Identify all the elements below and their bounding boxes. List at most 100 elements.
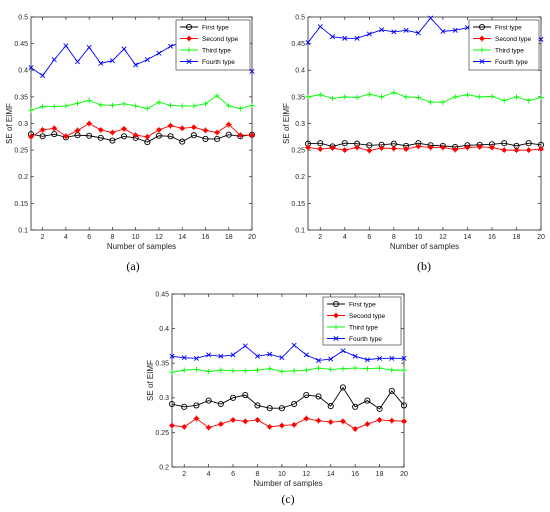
data-point-rays	[315, 417, 322, 424]
data-point	[378, 94, 385, 100]
data-point-rays	[452, 146, 459, 153]
data-point-rays	[167, 122, 174, 129]
data-point	[97, 134, 104, 141]
data-point	[167, 133, 174, 140]
data-point	[364, 357, 370, 363]
data-point	[190, 124, 197, 131]
series-line	[307, 142, 542, 148]
data-point	[427, 144, 434, 151]
x-tick-label: 12	[439, 234, 447, 241]
data-point	[144, 133, 151, 140]
y-tick-label: 0.45	[155, 291, 169, 298]
data-point	[218, 353, 224, 359]
data-point-rays	[525, 147, 532, 154]
data-point	[340, 348, 346, 354]
data-point	[305, 144, 311, 151]
data-point-rays	[97, 126, 104, 133]
data-point	[291, 400, 298, 408]
data-point	[214, 135, 221, 142]
data-point	[340, 366, 346, 372]
data-point	[376, 405, 383, 412]
data-point	[513, 147, 520, 154]
figure-caption: (b)	[417, 259, 431, 273]
data-point-rays	[155, 126, 162, 133]
data-point	[279, 355, 285, 361]
data-point-rays	[327, 419, 334, 426]
data-point-rays	[249, 132, 255, 139]
x-tick-label: 16	[351, 471, 359, 478]
data-point	[214, 129, 221, 136]
data-point-rays	[190, 124, 197, 131]
x-tick-label: 10	[132, 234, 140, 241]
data-point	[205, 424, 212, 431]
legend-entry: Fourth type	[202, 59, 235, 66]
legend-box	[322, 296, 402, 346]
data-point-rays	[339, 418, 346, 425]
data-point	[379, 27, 385, 33]
data-point-rays	[217, 421, 224, 428]
data-point	[317, 24, 323, 30]
x-tick-label: 10	[278, 471, 286, 478]
data-point	[237, 105, 243, 112]
data-point	[526, 98, 532, 104]
data-point	[352, 425, 359, 432]
data-point	[464, 144, 471, 151]
data-point	[242, 391, 249, 399]
legend-entry: First type	[495, 24, 522, 31]
data-point	[329, 95, 336, 102]
data-point-rays	[364, 421, 371, 428]
data-point-rays	[376, 416, 383, 423]
data-point-rays	[427, 144, 434, 151]
data-point	[401, 418, 407, 425]
x-tick-label: 18	[225, 234, 233, 241]
x-tick-label: 8	[256, 471, 260, 478]
data-point	[388, 417, 395, 424]
data-point-rays	[278, 422, 285, 429]
y-tick-label: 0.35	[14, 94, 28, 101]
data-point-rays	[230, 416, 237, 423]
x-tick-label: 6	[367, 234, 371, 241]
data-point	[327, 419, 334, 426]
x-tick-label: 14	[464, 234, 472, 241]
legend-marker	[186, 47, 192, 53]
data-point	[339, 418, 346, 425]
data-point-rays	[62, 133, 69, 140]
x-tick-label: 8	[392, 234, 396, 241]
y-tick-label: 0.25	[291, 148, 305, 155]
data-point-rays	[390, 145, 397, 152]
data-point	[63, 43, 69, 49]
data-point-rays	[415, 143, 422, 150]
data-point	[440, 28, 446, 34]
data-point	[86, 44, 92, 50]
data-point-rays	[254, 416, 261, 423]
legend-marker	[478, 23, 486, 31]
data-point	[341, 140, 348, 147]
data-point	[242, 343, 248, 349]
data-point	[476, 143, 483, 150]
data-point-rays	[121, 125, 128, 132]
legend-marker	[333, 324, 339, 330]
data-point-rays	[538, 146, 544, 153]
data-point	[242, 368, 248, 374]
data-point	[278, 422, 285, 429]
data-point-rays	[74, 127, 81, 134]
data-point	[169, 369, 175, 375]
y-tick-label: 0.35	[155, 361, 169, 368]
data-point-rays	[476, 143, 483, 150]
legend-marker	[333, 312, 339, 319]
data-point	[230, 352, 236, 358]
data-point	[39, 133, 46, 140]
data-point	[40, 103, 46, 110]
data-point	[181, 355, 187, 361]
data-point-rays	[109, 129, 116, 136]
data-point	[51, 125, 58, 132]
data-point	[121, 133, 128, 140]
x-tick-label: 20	[537, 234, 545, 241]
data-point-rays	[329, 144, 336, 151]
data-point	[366, 147, 373, 154]
data-point	[513, 94, 520, 100]
data-point	[206, 368, 212, 375]
data-point	[190, 132, 197, 139]
data-point	[315, 365, 322, 371]
data-point	[329, 144, 336, 151]
